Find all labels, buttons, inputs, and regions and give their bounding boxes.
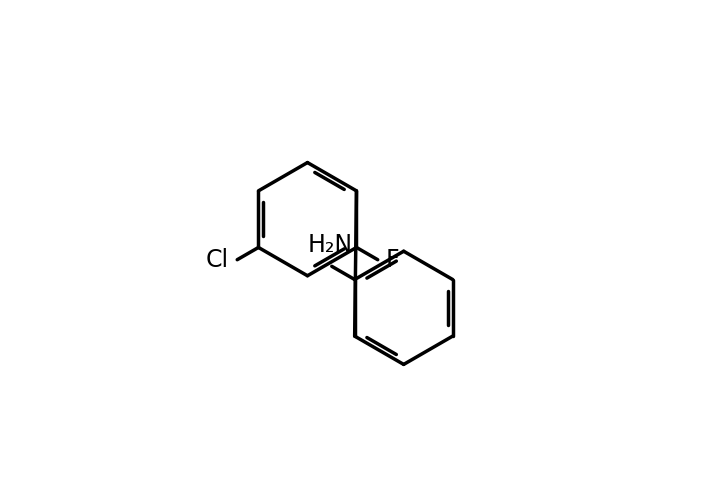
Text: H₂N: H₂N: [307, 233, 352, 257]
Text: F: F: [386, 248, 399, 272]
Text: Cl: Cl: [206, 248, 229, 272]
